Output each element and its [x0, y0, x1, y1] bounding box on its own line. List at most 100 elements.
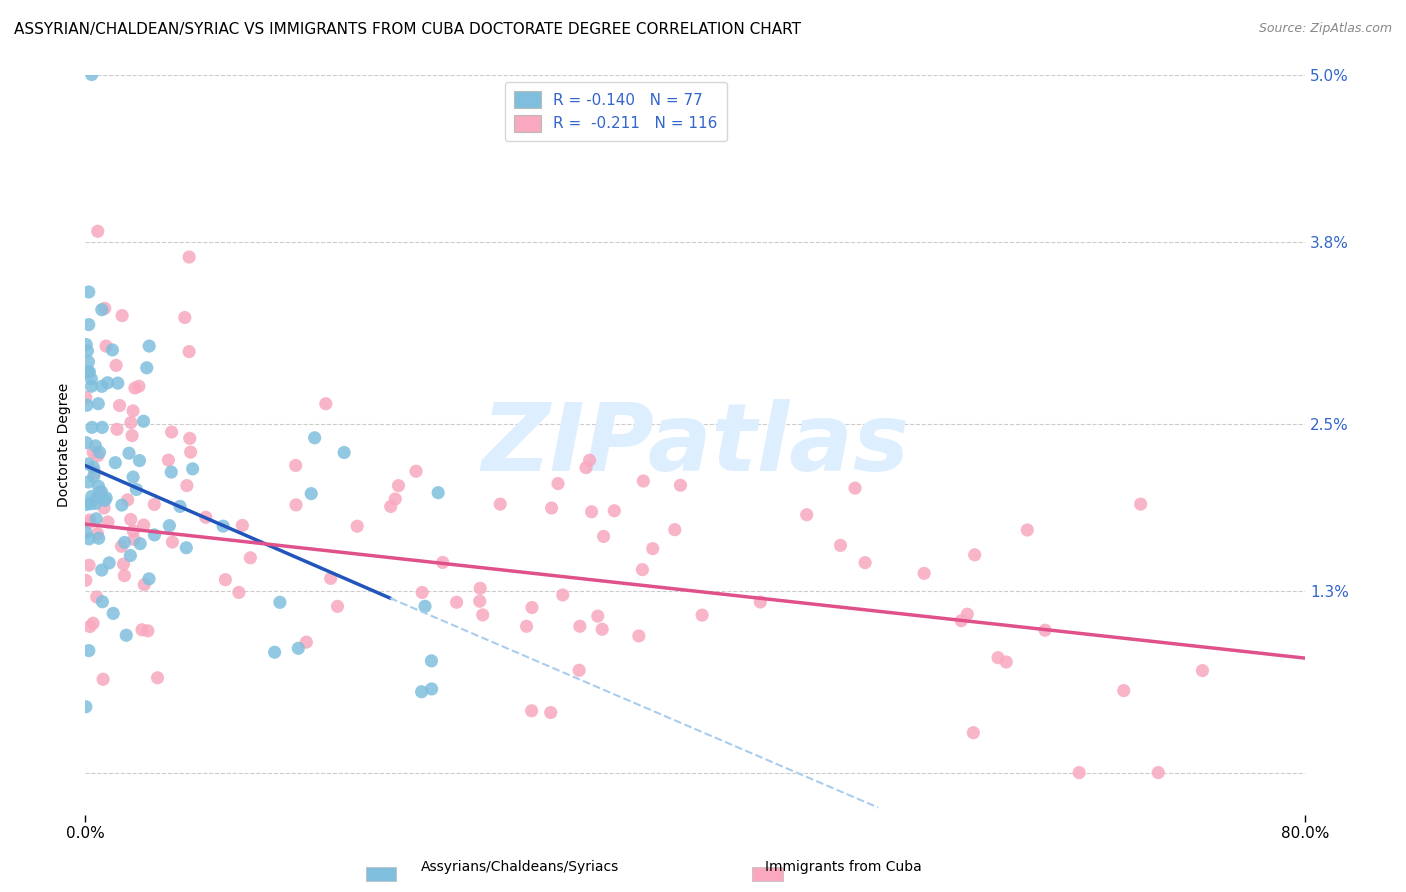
Point	[115, 628, 138, 642]
Point	[131, 623, 153, 637]
Point	[690, 608, 713, 623]
Point	[122, 404, 145, 418]
Point	[1069, 765, 1091, 780]
Text: ASSYRIAN/CHALDEAN/SYRIAC VS IMMIGRANTS FROM CUBA DOCTORATE DEGREE CORRELATION CH: ASSYRIAN/CHALDEAN/SYRIAC VS IMMIGRANTS F…	[14, 22, 801, 37]
Point	[489, 497, 512, 511]
Point	[387, 478, 409, 492]
Point	[101, 343, 124, 357]
Point	[80, 490, 103, 504]
Point	[160, 465, 183, 479]
Point	[162, 535, 184, 549]
Point	[157, 518, 180, 533]
Point	[75, 699, 97, 714]
Point	[214, 573, 236, 587]
Point	[120, 512, 142, 526]
Point	[134, 577, 156, 591]
Point	[963, 548, 986, 562]
Point	[169, 500, 191, 514]
Point	[111, 309, 134, 323]
Point	[853, 556, 876, 570]
Point	[568, 619, 591, 633]
Point	[157, 453, 180, 467]
Point	[79, 619, 101, 633]
Point	[540, 501, 562, 516]
Point	[420, 654, 443, 668]
Point	[75, 525, 97, 540]
Y-axis label: Doctorate Degree: Doctorate Degree	[58, 383, 72, 507]
Point	[471, 607, 494, 622]
Point	[319, 571, 342, 585]
Point	[128, 379, 150, 393]
Point	[326, 599, 349, 614]
Point	[830, 538, 852, 552]
Point	[128, 453, 150, 467]
Point	[96, 491, 118, 505]
Point	[98, 556, 121, 570]
Point	[76, 343, 98, 358]
Point	[1191, 664, 1213, 678]
Point	[143, 498, 166, 512]
Point	[80, 379, 103, 393]
Point	[1017, 523, 1039, 537]
Point	[82, 460, 104, 475]
Point	[97, 515, 120, 529]
Point	[749, 595, 772, 609]
Point	[470, 582, 492, 596]
Point	[346, 519, 368, 533]
Point	[627, 629, 650, 643]
Point	[173, 310, 195, 325]
Point	[83, 469, 105, 483]
Point	[84, 496, 107, 510]
Point	[89, 445, 111, 459]
Point	[87, 449, 110, 463]
Point	[87, 531, 110, 545]
Point	[269, 595, 291, 609]
Point	[547, 476, 569, 491]
Point	[239, 550, 262, 565]
Point	[93, 500, 115, 515]
Point	[194, 510, 217, 524]
Point	[295, 635, 318, 649]
Point	[995, 655, 1018, 669]
Point	[962, 725, 984, 739]
Point	[212, 519, 235, 533]
Point	[87, 224, 110, 238]
Point	[75, 498, 97, 512]
Point	[89, 487, 111, 501]
Point	[117, 492, 139, 507]
Point	[135, 360, 157, 375]
Point	[124, 381, 146, 395]
Point	[103, 607, 125, 621]
Point	[520, 704, 543, 718]
Point	[94, 339, 117, 353]
Point	[90, 302, 112, 317]
Point	[540, 706, 562, 720]
Point	[77, 285, 100, 299]
Point	[91, 595, 114, 609]
Point	[427, 485, 450, 500]
Point	[111, 498, 134, 512]
Point	[79, 516, 101, 530]
Point	[551, 588, 574, 602]
Point	[146, 671, 169, 685]
Point	[603, 504, 626, 518]
Point	[420, 681, 443, 696]
Point	[77, 318, 100, 332]
Point	[641, 541, 664, 556]
Point	[411, 585, 433, 599]
Point	[285, 498, 308, 512]
Point	[912, 566, 935, 581]
Point	[87, 479, 110, 493]
Point	[581, 505, 603, 519]
Point	[1147, 765, 1170, 780]
Text: ZIPatlas: ZIPatlas	[481, 399, 910, 491]
Point	[97, 376, 120, 390]
Point	[82, 445, 104, 459]
Point	[104, 456, 127, 470]
Point	[75, 390, 97, 404]
Point	[77, 558, 100, 573]
Point	[176, 478, 198, 492]
Point	[77, 355, 100, 369]
Point	[956, 607, 979, 622]
Point	[299, 486, 322, 500]
